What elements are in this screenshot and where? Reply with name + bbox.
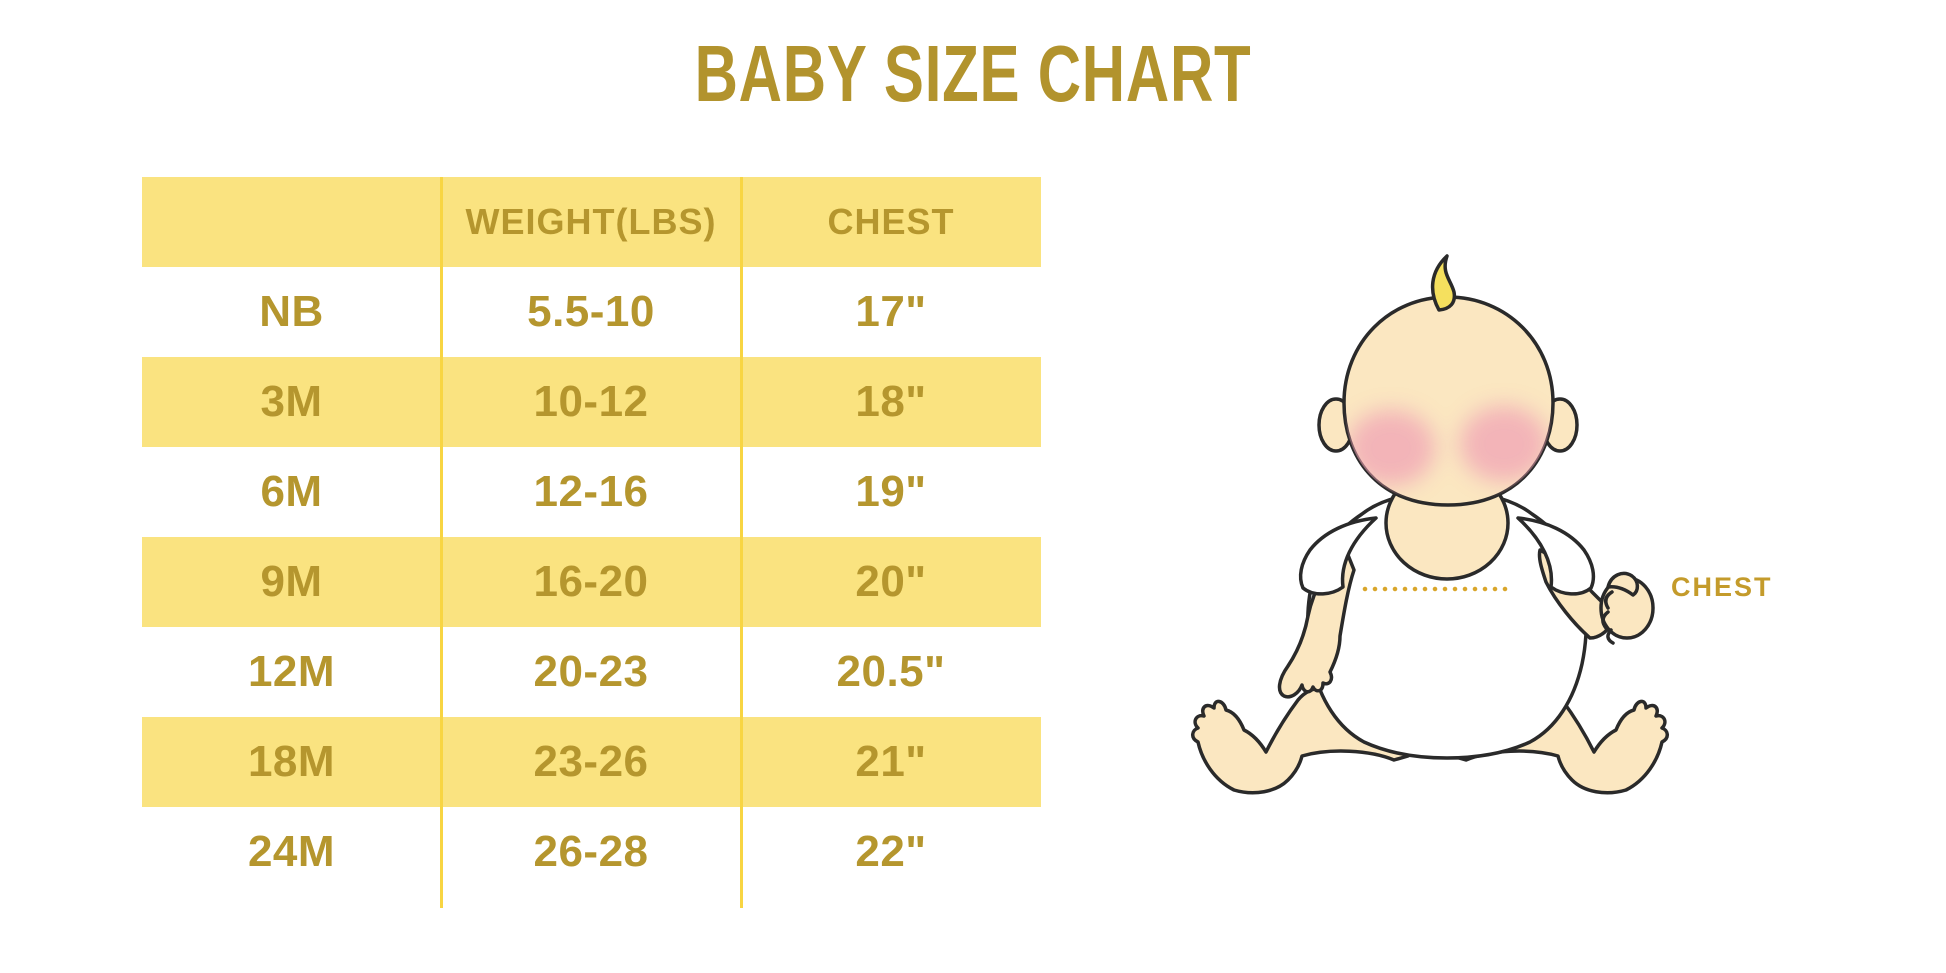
- weight-cell: 12-16: [533, 467, 649, 516]
- size-cell: 24M: [247, 827, 336, 876]
- chest-cell: 19": [855, 467, 927, 516]
- size-cell: NB: [259, 287, 324, 336]
- weight-cell: 26-28: [533, 827, 649, 876]
- chest-cell: 18": [855, 377, 927, 426]
- weight-cell: 20-23: [533, 647, 649, 696]
- column-divider: [439, 177, 443, 908]
- size-cell: 12M: [247, 647, 336, 696]
- baby-right-sleeve: [1516, 516, 1596, 596]
- size-table-grid: WEIGHT(LBS) CHEST NB 5.5-10 17" 3M 10-12 18" 6M 1…: [142, 177, 1041, 897]
- weight-cell: 23-26: [533, 737, 649, 786]
- weight-cell: 5.5-10: [527, 287, 655, 336]
- table-row-4: 12M 20-23 20.5": [142, 627, 1041, 717]
- table-row-2: 6M 12-16 19": [142, 447, 1041, 537]
- table-row-0: NB 5.5-10 17": [142, 267, 1041, 357]
- size-cell: 6M: [260, 467, 323, 516]
- chest-col-header: CHEST: [827, 201, 955, 242]
- size-table: WEIGHT(LBS) CHEST NB 5.5-10 17" 3M 10-12 18" 6M 1…: [142, 177, 1041, 908]
- weight-col-header: WEIGHT(LBS): [465, 201, 717, 242]
- baby-left-sleeve: [1298, 516, 1378, 596]
- baby-illustration: [1150, 240, 1790, 800]
- table-row-6: 24M 26-28 22": [142, 807, 1041, 897]
- column-divider: [739, 177, 743, 908]
- weight-cell: 10-12: [533, 377, 649, 426]
- table-row-5: 18M 23-26 21": [142, 717, 1041, 807]
- baby-hair-tuft: [1430, 254, 1457, 312]
- chest-cell: 20": [855, 557, 927, 606]
- table-row-1: 3M 10-12 18": [142, 357, 1041, 447]
- size-col-header: [142, 177, 441, 267]
- size-cell: 3M: [260, 377, 323, 426]
- chest-cell: 22": [855, 827, 927, 876]
- chest-cell: 17": [855, 287, 927, 336]
- weight-cell: 16-20: [533, 557, 649, 606]
- baby-figure-svg: [1191, 254, 1669, 795]
- table-row-header: WEIGHT(LBS) CHEST: [142, 177, 1041, 267]
- table-row-3: 9M 16-20 20": [142, 537, 1041, 627]
- baby-thumb: [1606, 571, 1640, 597]
- chest-measurement-label: CHEST: [1671, 572, 1773, 602]
- chest-cell: 21": [855, 737, 927, 786]
- baby-right-cheek: [1460, 406, 1548, 482]
- baby-left-cheek: [1347, 410, 1435, 486]
- size-cell: 9M: [260, 557, 323, 606]
- page-title: BABY SIZE CHART: [694, 29, 1252, 118]
- baby-fist-knuckles: [1601, 590, 1615, 645]
- size-cell: 18M: [247, 737, 336, 786]
- chest-cell: 20.5": [836, 647, 946, 696]
